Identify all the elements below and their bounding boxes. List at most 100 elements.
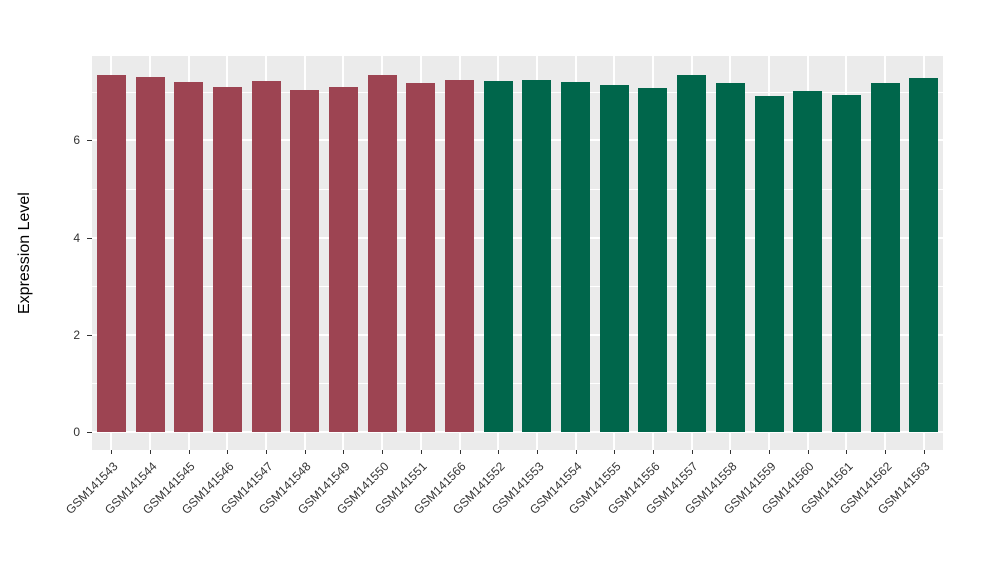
x-tick-mark: [188, 450, 190, 454]
bar: [445, 80, 475, 432]
x-tick-mark: [304, 450, 306, 454]
bar-slot: [866, 56, 905, 450]
x-slot: GSM141549: [295, 450, 363, 570]
x-tick-mark: [846, 450, 848, 454]
bars-container: [92, 56, 943, 450]
x-tick-mark: [227, 450, 229, 454]
bar-slot: [285, 56, 324, 450]
x-tick-mark: [614, 450, 616, 454]
x-tick-mark: [652, 450, 654, 454]
x-tick-mark: [382, 450, 384, 454]
bar: [96, 74, 126, 432]
bar: [251, 81, 281, 432]
bar-slot: [402, 56, 441, 450]
x-slot: GSM141553: [489, 450, 557, 570]
y-tick-mark: [87, 140, 92, 142]
bar-slot: [247, 56, 286, 450]
bar-slot: [556, 56, 595, 450]
y-tick-label: 4: [73, 230, 80, 245]
bar-slot: [92, 56, 131, 450]
gridline-minor: [92, 383, 943, 385]
x-tick-mark: [150, 450, 152, 454]
y-tick-mark: [87, 334, 92, 336]
bar: [870, 83, 900, 432]
x-slot: GSM141551: [372, 450, 441, 570]
bar-slot: [208, 56, 247, 450]
bar: [212, 86, 242, 432]
bar-slot: [827, 56, 866, 450]
x-tick-mark: [730, 450, 732, 454]
bar-slot: [788, 56, 827, 450]
x-slot: GSM141543: [63, 450, 131, 570]
bar: [561, 82, 591, 432]
x-slot: GSM141548: [256, 450, 324, 570]
bar: [522, 79, 552, 432]
bar: [135, 76, 165, 432]
y-tick-mark: [87, 432, 92, 433]
x-tick-mark: [266, 450, 268, 454]
bar-slot: [904, 56, 943, 450]
y-tick-label: 2: [73, 327, 80, 342]
y-tick-label: 0: [73, 425, 80, 439]
x-tick-mark: [885, 450, 887, 454]
bar-slot: [518, 56, 557, 450]
x-slot: GSM141555: [566, 450, 634, 570]
x-slot: GSM141566: [411, 450, 479, 570]
x-slot: GSM141559: [721, 450, 789, 570]
y-tick-mark: [87, 237, 92, 239]
x-tick-mark: [459, 450, 461, 454]
x-slot: GSM141562: [837, 450, 905, 570]
bar: [677, 75, 707, 432]
x-slot: GSM141563: [875, 450, 943, 570]
gridline-major: [92, 236, 943, 239]
bar-slot: [440, 56, 479, 450]
bar-slot: [324, 56, 363, 450]
x-slot: GSM141560: [759, 450, 827, 570]
bar: [174, 82, 204, 432]
x-tick-mark: [691, 450, 693, 454]
bar: [483, 81, 513, 432]
x-slot: GSM141552: [450, 450, 518, 570]
x-slot: GSM141558: [682, 450, 750, 570]
x-tick-mark: [769, 450, 771, 454]
gridline-minor: [92, 91, 943, 93]
y-axis: 0 2 4 6: [0, 56, 92, 450]
bar: [831, 95, 861, 432]
x-slot: GSM141545: [140, 450, 208, 570]
bar: [909, 78, 939, 432]
x-tick-mark: [807, 450, 809, 454]
bar: [793, 91, 823, 432]
x-slot: GSM141554: [527, 450, 595, 570]
x-slot: GSM141557: [643, 450, 711, 570]
bar: [367, 75, 397, 432]
bar-slot: [131, 56, 170, 450]
bar: [599, 84, 629, 432]
x-axis: GSM141543 GSM141544 GSM141545 GSM141546 GSM1…: [63, 450, 943, 570]
bar-slot: [479, 56, 518, 450]
gridline-major: [92, 333, 943, 336]
x-tick-mark: [343, 450, 345, 454]
x-tick-mark: [536, 450, 538, 454]
x-slot: GSM141556: [605, 450, 673, 570]
gridline-major: [92, 139, 943, 142]
gridline-minor: [92, 286, 943, 288]
bar-slot: [634, 56, 673, 450]
bar: [638, 87, 668, 432]
x-slot: GSM141550: [334, 450, 402, 570]
x-tick-mark: [575, 450, 577, 454]
bar-slot: [672, 56, 711, 450]
x-slot: GSM141547: [218, 450, 286, 570]
bar: [290, 89, 320, 432]
x-tick-mark: [923, 450, 925, 454]
x-slot: GSM141546: [179, 450, 247, 570]
x-tick-mark: [111, 450, 113, 454]
bar-slot: [711, 56, 750, 450]
bar: [715, 83, 745, 432]
x-tick-mark: [420, 450, 422, 454]
bar-slot: [363, 56, 402, 450]
bar: [406, 83, 436, 432]
x-tick-mark: [498, 450, 500, 454]
bar-slot: [169, 56, 208, 450]
x-slot: GSM141561: [798, 450, 866, 570]
